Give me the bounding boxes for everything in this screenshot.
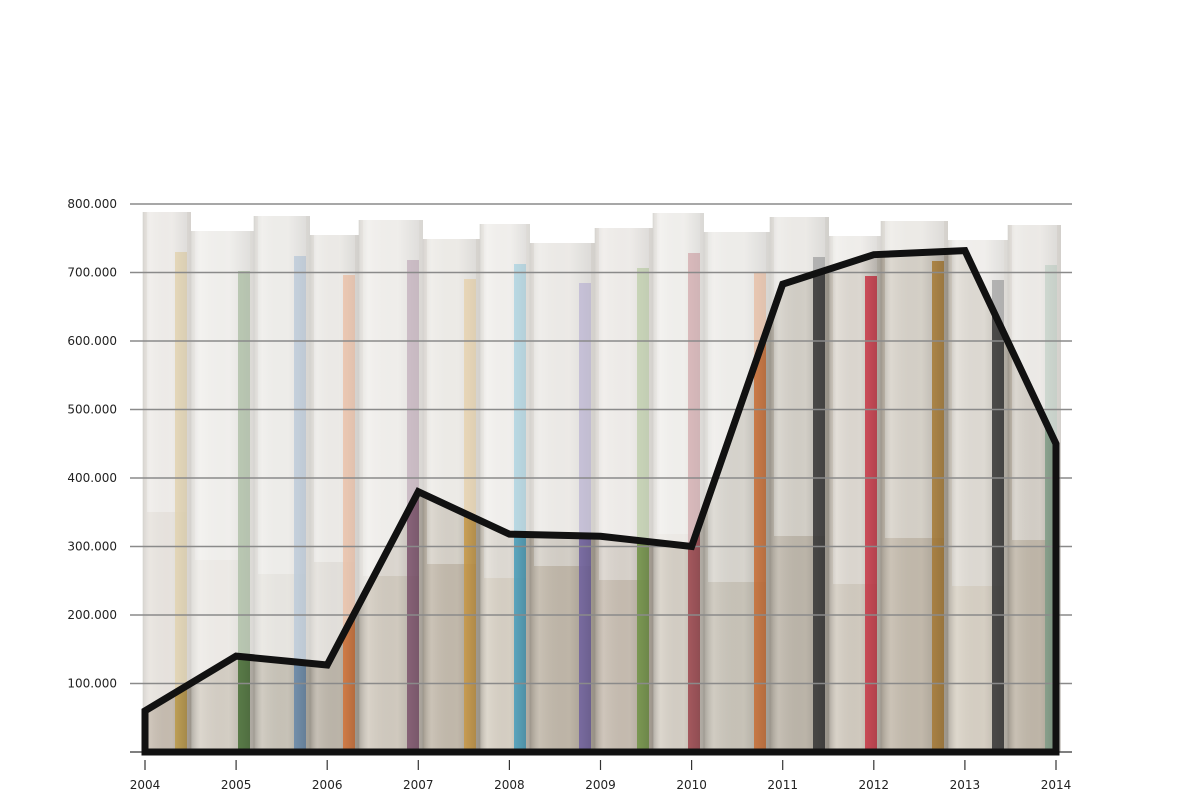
x-tick-label: 2007 <box>403 778 434 792</box>
x-tick-label: 2013 <box>950 778 981 792</box>
data-point <box>690 545 694 548</box>
x-tick-label: 2009 <box>585 778 616 792</box>
y-tick-label: 400.000 <box>67 471 117 485</box>
x-tick-label: 2014 <box>1041 778 1072 792</box>
x-axis: 2004 2005 2006 2007 2008 2009 2010 2011 2012 2013… <box>130 751 1072 792</box>
data-point <box>963 249 967 253</box>
y-tick-label: 600.000 <box>67 334 117 348</box>
data-point <box>507 532 511 536</box>
series-line <box>141 246 1060 756</box>
data-point <box>599 534 602 538</box>
y-tick-label: 300.000 <box>67 540 117 554</box>
x-tick-label: 2008 <box>494 778 525 792</box>
y-tick-label: 800.000 <box>67 197 117 211</box>
series-line-path <box>141 246 1060 756</box>
x-tick-label: 2004 <box>130 778 161 792</box>
data-point <box>872 253 876 257</box>
x-tick-label: 2011 <box>767 778 798 792</box>
data-point <box>416 490 420 494</box>
data-point <box>1054 442 1058 446</box>
data-point <box>234 654 238 658</box>
y-tick-label: 700.000 <box>67 266 117 280</box>
x-tick-label: 2010 <box>676 778 707 792</box>
data-point <box>143 709 147 713</box>
data-point <box>781 282 785 286</box>
data-point <box>325 663 329 667</box>
y-axis-tick-labels: 100.000 200.000 300.000 400.000 500.000 600.0… <box>67 197 117 691</box>
gridlines <box>130 203 1072 685</box>
x-tick-label: 2006 <box>312 778 343 792</box>
x-tick-label: 2005 <box>221 778 252 792</box>
x-tick-label: 2012 <box>859 778 890 792</box>
y-tick-label: 500.000 <box>67 403 117 417</box>
y-tick-label: 100.000 <box>67 677 117 691</box>
y-tick-label: 200.000 <box>67 608 117 622</box>
